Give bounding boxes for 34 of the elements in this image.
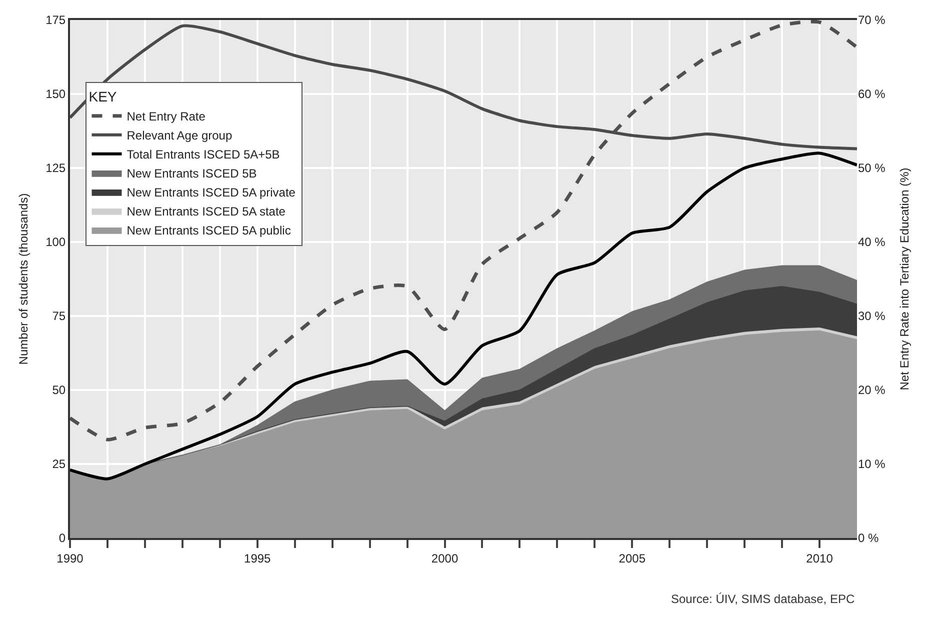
legend-title: KEY: [88, 88, 118, 104]
y2-tick-label: 70 %: [858, 13, 886, 28]
y2-tick-label: 30 %: [858, 309, 886, 324]
y-tick-label: 175: [46, 13, 66, 28]
y-tick-label: 50: [52, 383, 66, 398]
x-tick-label: 1995: [244, 551, 272, 566]
y-axis-title: Number of students (thousands): [16, 193, 30, 365]
y2-tick-label: 10 %: [858, 457, 886, 472]
x-tick-label: 1990: [56, 551, 84, 566]
y-tick-label: 125: [46, 161, 66, 176]
line-series: [70, 20, 857, 442]
y2-tick-label: 50 %: [858, 161, 886, 176]
y-tick-label: 75: [52, 309, 66, 324]
source-note: Source: ÚIV, SIMS database, EPC: [671, 592, 855, 606]
x-tick-label: 2005: [618, 551, 646, 566]
y-tick-label: 150: [46, 87, 66, 102]
legend-label: New Entrants ISCED 5A state: [126, 204, 286, 219]
legend-label: Relevant Age group: [126, 128, 232, 143]
legend-label: Net Entry Rate: [126, 110, 206, 124]
y-tick-label: 25: [52, 457, 66, 472]
x-tick-label: 2000: [431, 551, 458, 566]
y2-tick-label: 40 %: [858, 235, 886, 250]
y2-tick-label: 0 %: [858, 531, 880, 546]
legend-label: New Entrants ISCED 5A private: [126, 186, 296, 200]
y2-tick-label: 60 %: [858, 87, 886, 102]
x-tick-label: 2010: [806, 551, 834, 566]
legend-label: New Entrants ISCED 5B: [126, 166, 257, 181]
y-tick-label: 100: [46, 235, 66, 250]
y-tick-label: 0: [58, 531, 66, 546]
line-series: [70, 152, 857, 480]
y2-tick-label: 20 %: [858, 383, 886, 398]
y2-axis-title: Net Entry Rate into Tertiary Education (%): [898, 168, 912, 390]
legend-label: New Entrants ISCED 5A public: [126, 224, 291, 238]
legend-label: Total Entrants ISCED 5A+5B: [126, 148, 280, 162]
